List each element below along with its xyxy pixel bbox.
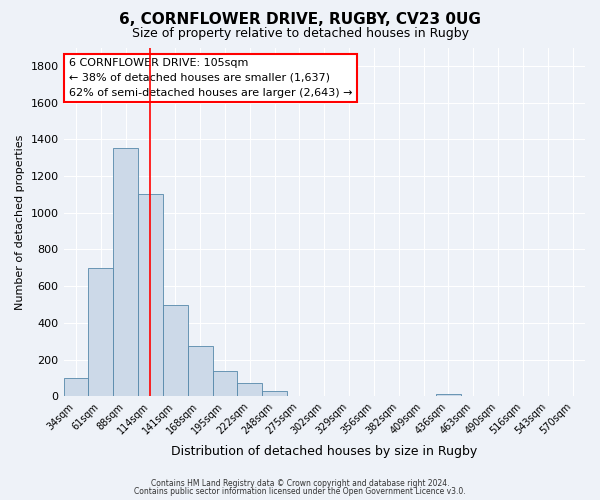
Bar xyxy=(188,346,212,397)
Bar xyxy=(64,378,88,396)
X-axis label: Distribution of detached houses by size in Rugby: Distribution of detached houses by size … xyxy=(171,444,478,458)
Bar xyxy=(262,391,287,396)
Bar xyxy=(163,304,188,396)
Text: Size of property relative to detached houses in Rugby: Size of property relative to detached ho… xyxy=(131,28,469,40)
Bar xyxy=(113,148,138,396)
Text: 6 CORNFLOWER DRIVE: 105sqm
← 38% of detached houses are smaller (1,637)
62% of s: 6 CORNFLOWER DRIVE: 105sqm ← 38% of deta… xyxy=(69,58,352,98)
Bar xyxy=(88,268,113,396)
Text: Contains public sector information licensed under the Open Government Licence v3: Contains public sector information licen… xyxy=(134,487,466,496)
Text: 6, CORNFLOWER DRIVE, RUGBY, CV23 0UG: 6, CORNFLOWER DRIVE, RUGBY, CV23 0UG xyxy=(119,12,481,28)
Text: Contains HM Land Registry data © Crown copyright and database right 2024.: Contains HM Land Registry data © Crown c… xyxy=(151,478,449,488)
Bar xyxy=(238,384,262,396)
Bar xyxy=(212,370,238,396)
Bar xyxy=(436,394,461,396)
Bar xyxy=(138,194,163,396)
Y-axis label: Number of detached properties: Number of detached properties xyxy=(15,134,25,310)
